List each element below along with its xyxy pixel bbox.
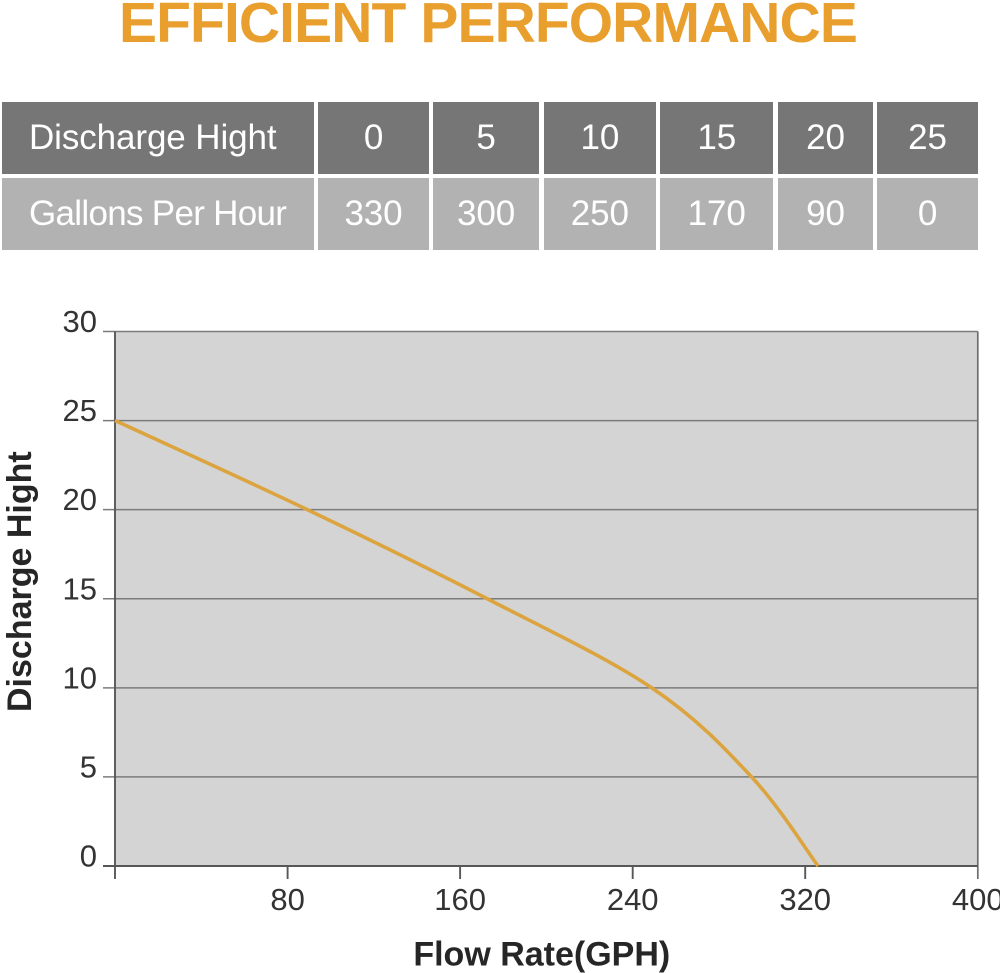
svg-text:400: 400 (952, 882, 1000, 917)
svg-text:20: 20 (63, 482, 97, 517)
svg-text:15: 15 (63, 571, 97, 606)
svg-text:25: 25 (63, 393, 97, 428)
svg-text:Flow Rate(GPH): Flow Rate(GPH) (413, 936, 670, 973)
svg-text:240: 240 (607, 882, 659, 917)
svg-text:80: 80 (270, 882, 304, 917)
svg-text:10: 10 (63, 660, 97, 695)
svg-text:320: 320 (779, 882, 831, 917)
svg-text:0: 0 (80, 839, 97, 874)
svg-text:30: 30 (63, 304, 97, 339)
svg-text:5: 5 (80, 749, 97, 784)
svg-text:Discharge Hight: Discharge Hight (1, 451, 39, 712)
svg-text:160: 160 (434, 882, 486, 917)
